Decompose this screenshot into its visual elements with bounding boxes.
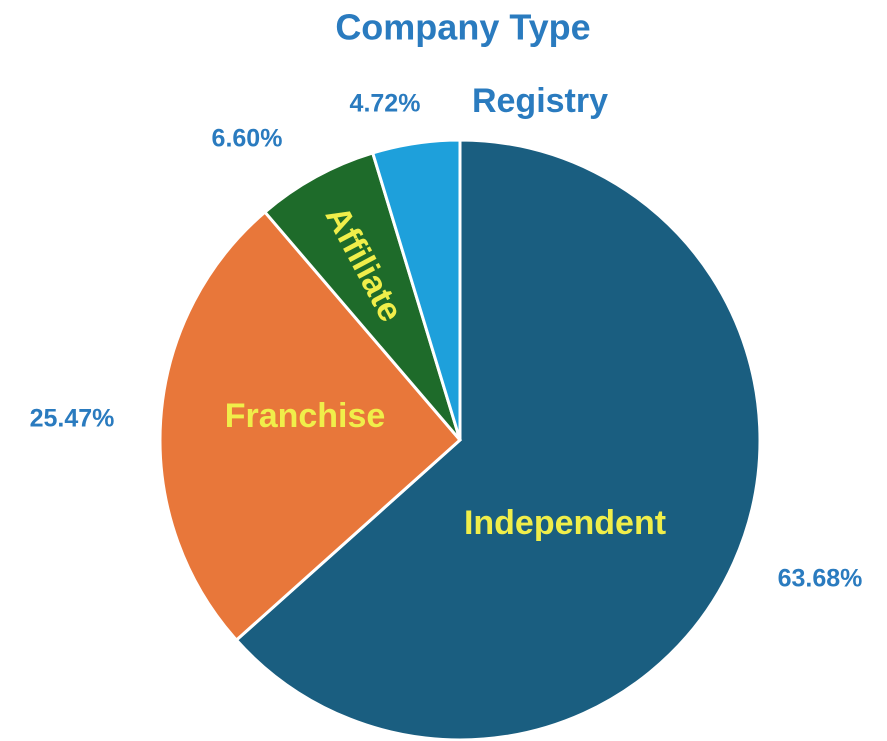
value-label: 4.72% [350,90,421,118]
value-label: 63.68% [778,565,863,593]
pie-slice [370,138,462,441]
value-label: 25.47% [30,405,115,433]
pie-slice [234,138,762,741]
value-label: 6.60% [212,125,283,153]
category-label: Franchise [225,397,386,435]
category-label: Registry [472,82,608,120]
pie-slice [262,151,462,441]
category-label: Independent [464,504,666,542]
pie-slice [158,209,463,643]
chart-title: Company Type [335,7,590,48]
